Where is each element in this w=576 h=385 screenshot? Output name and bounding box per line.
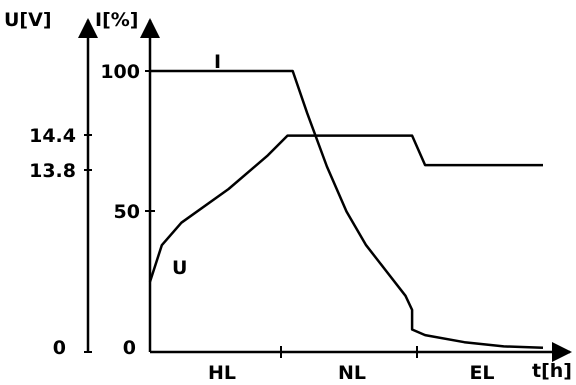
series-label-u: U [172, 257, 187, 279]
left-tick-label: 14.4 [29, 125, 76, 147]
left-tick-13-8: 13.8 [29, 160, 92, 182]
right-tick-100: 100 [100, 61, 155, 83]
right-tick-label: 50 [114, 201, 140, 223]
series-line-i [150, 71, 543, 348]
right-tick-label: 0 [123, 337, 136, 359]
right-axis-label: I[%] [95, 9, 138, 31]
left-tick-14-4: 14.4 [29, 125, 92, 147]
right-tick-0: 0 [123, 337, 136, 359]
left-tick-0: 0 [53, 337, 92, 359]
right-tick-label: 100 [100, 61, 140, 83]
x-axis-label: t[h] [532, 360, 572, 382]
left-tick-label: 13.8 [29, 160, 76, 182]
phase-label-hl: HL [208, 362, 236, 384]
phase-label-nl: NL [338, 362, 366, 384]
series-label-i: I [214, 51, 221, 73]
left-tick-label: 0 [53, 337, 66, 359]
left-axis-label: U[V] [4, 9, 52, 31]
phase-label-el: EL [469, 362, 494, 384]
